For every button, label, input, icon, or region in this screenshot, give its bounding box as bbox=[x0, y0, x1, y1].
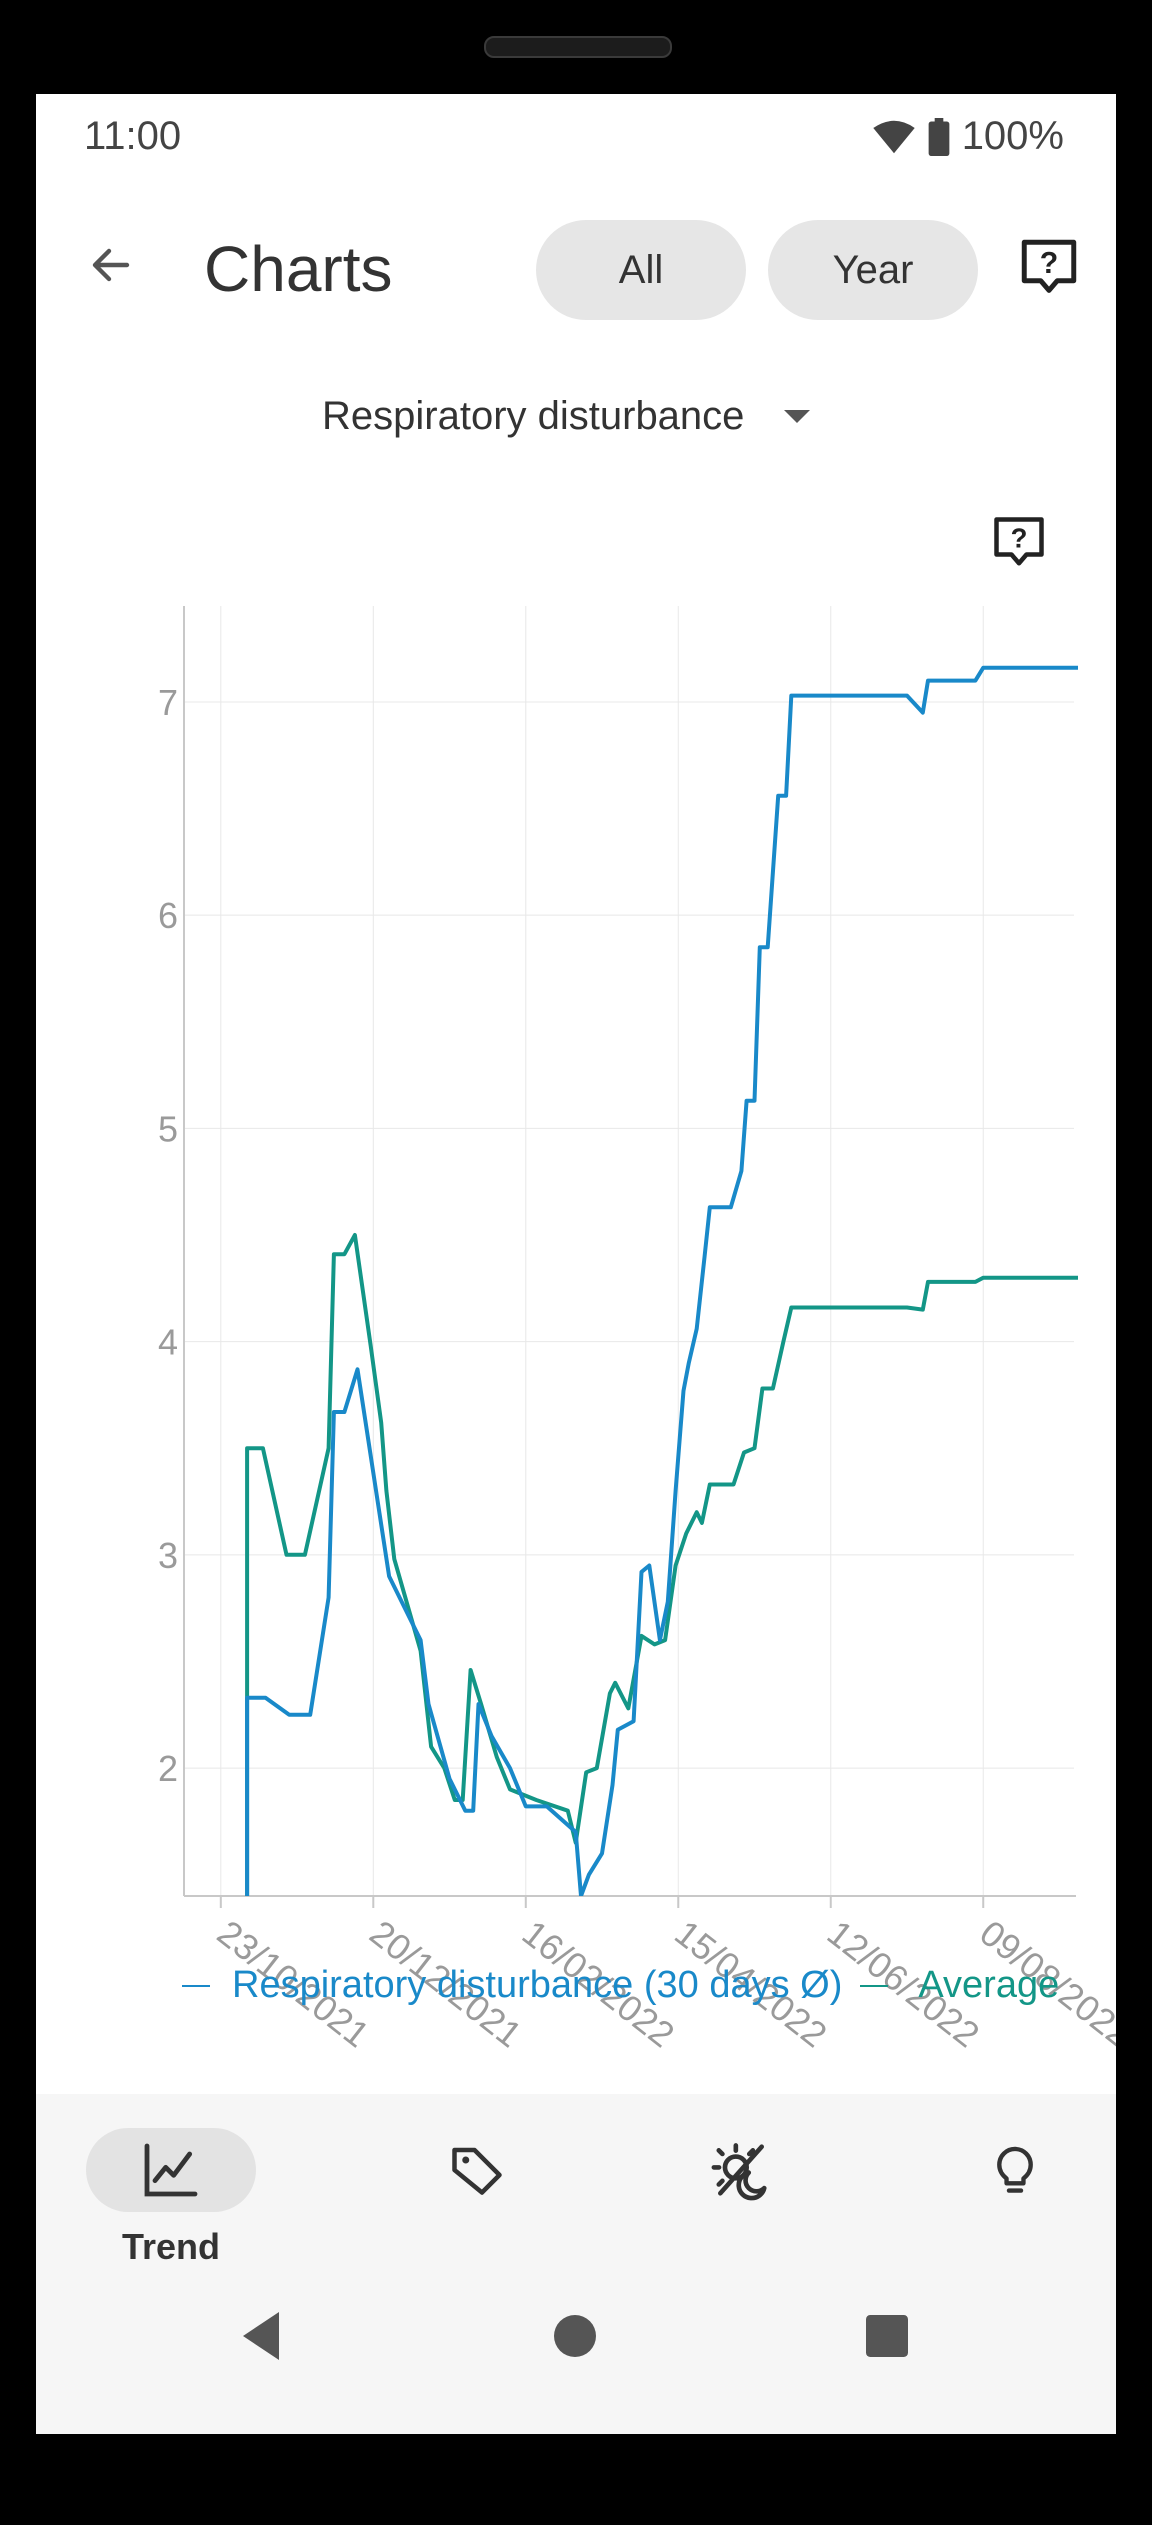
metric-dropdown[interactable]: Respiratory disturbance bbox=[322, 384, 882, 448]
day-night-icon bbox=[711, 2143, 767, 2201]
help-bubble-icon: ? bbox=[994, 517, 1044, 566]
svg-text:?: ? bbox=[1011, 523, 1028, 554]
trend-chart-svg: 23/10/202120/12/202116/02/202215/04/2022… bbox=[158, 606, 1116, 2054]
bottom-navigation: Trend bbox=[36, 2094, 1116, 2434]
system-back-icon[interactable] bbox=[239, 2310, 283, 2362]
back-button[interactable] bbox=[76, 230, 146, 300]
battery-icon bbox=[928, 117, 950, 156]
trend-chart: 23/10/2021 20/12/2021 16/02/2022 15/04/2022… bbox=[36, 494, 1116, 2054]
nav-tips-icon-container bbox=[930, 2128, 1100, 2212]
y-tick-label: 4 bbox=[158, 1322, 178, 1363]
earpiece-speaker bbox=[484, 36, 672, 58]
metric-dropdown-label: Respiratory disturbance bbox=[322, 393, 745, 438]
legend-line-marker bbox=[860, 1984, 889, 1987]
system-recents-icon[interactable] bbox=[866, 2315, 908, 2357]
system-navigation-bar bbox=[36, 2284, 1116, 2424]
nav-tags-icon-container bbox=[392, 2128, 562, 2212]
series-line-average bbox=[245, 1233, 1078, 1896]
status-bar: 11:00 100% bbox=[36, 94, 1116, 182]
nav-day-night[interactable] bbox=[656, 2128, 826, 2268]
y-tick-label: 3 bbox=[158, 1535, 178, 1576]
y-tick-label: 2 bbox=[158, 1748, 178, 1789]
svg-text:?: ? bbox=[1040, 247, 1058, 280]
filter-year-button[interactable]: Year bbox=[768, 220, 978, 320]
help-button[interactable]: ? bbox=[1016, 234, 1082, 300]
app-header: Charts All Year ? bbox=[36, 204, 1116, 344]
wifi-icon bbox=[872, 120, 915, 153]
caret-down-icon bbox=[784, 409, 811, 423]
system-home-icon[interactable] bbox=[554, 2315, 596, 2357]
tag-icon bbox=[452, 2147, 502, 2195]
lightbulb-icon bbox=[997, 2146, 1033, 2193]
legend-series-respiratory: Respiratory disturbance (30 days Ø) bbox=[232, 1964, 843, 2006]
trend-chart-icon bbox=[144, 2143, 198, 2197]
filter-all-button[interactable]: All bbox=[536, 220, 746, 320]
screen: 11:00 100% Charts All Year bbox=[36, 94, 1116, 2434]
help-bubble-icon: ? bbox=[1021, 239, 1077, 293]
status-icons: 100% bbox=[872, 114, 1064, 159]
legend-series-average: Average bbox=[918, 1964, 1060, 2006]
y-tick-label: 5 bbox=[158, 1108, 178, 1149]
nav-tips[interactable] bbox=[930, 2128, 1100, 2268]
nav-tags[interactable] bbox=[392, 2128, 562, 2268]
y-tick-label: 7 bbox=[158, 682, 178, 723]
legend-line-marker bbox=[182, 1984, 210, 1987]
nav-trend-label: Trend bbox=[121, 2226, 220, 2267]
y-tick-label: 6 bbox=[158, 895, 178, 936]
page-title: Charts bbox=[204, 233, 393, 305]
series-line-respiratory bbox=[245, 665, 1078, 1896]
nav-trend[interactable]: Trend bbox=[86, 2128, 256, 2268]
status-time: 11:00 bbox=[84, 114, 182, 158]
chart-help-button[interactable]: ? bbox=[988, 512, 1050, 572]
nav-trend-icon-container bbox=[86, 2128, 256, 2212]
battery-percent: 100% bbox=[961, 114, 1064, 158]
arrow-left-icon bbox=[92, 248, 130, 282]
nav-day-night-icon-container bbox=[656, 2128, 826, 2212]
chart-legend: Respiratory disturbance (30 days Ø) Aver… bbox=[182, 1964, 1059, 2007]
